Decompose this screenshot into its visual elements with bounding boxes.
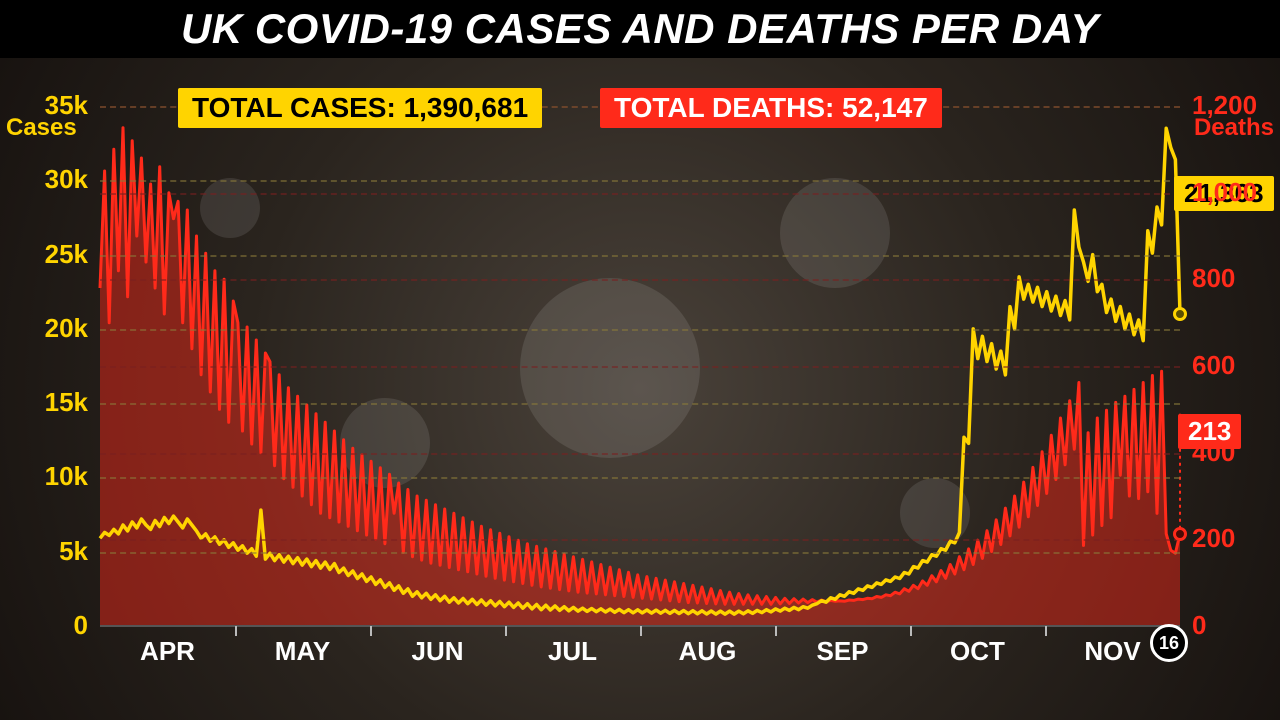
right-axis-tick-label: 1,200 — [1192, 90, 1257, 121]
x-axis-label: APR — [123, 636, 213, 667]
left-axis-tick-label: 30k — [0, 164, 88, 195]
x-axis-label: JUL — [528, 636, 618, 667]
x-axis-label: SEP — [798, 636, 888, 667]
left-axis-tick-label: 15k — [0, 387, 88, 418]
deaths-end-marker — [1173, 527, 1187, 541]
plot-box — [100, 106, 1180, 626]
left-axis-tick-label: 5k — [0, 536, 88, 567]
cases-end-marker — [1173, 307, 1187, 321]
right-axis-tick-label: 1,000 — [1192, 177, 1257, 208]
left-axis-tick-label: 10k — [0, 461, 88, 492]
right-axis-tick-label: 800 — [1192, 263, 1235, 294]
chart-frame: UK COVID-19 CASES AND DEATHS PER DAY Cas… — [0, 0, 1280, 720]
left-axis-tick-label: 25k — [0, 239, 88, 270]
x-axis-label: NOV — [1068, 636, 1158, 667]
right-axis-tick-label: 400 — [1192, 437, 1235, 468]
header-bar: UK COVID-19 CASES AND DEATHS PER DAY — [0, 0, 1280, 58]
right-axis-tick-label: 600 — [1192, 350, 1235, 381]
left-axis-tick-label: 20k — [0, 313, 88, 344]
x-axis-label: JUN — [393, 636, 483, 667]
right-axis-tick-label: 200 — [1192, 523, 1235, 554]
total-deaths-badge: TOTAL DEATHS: 52,147 — [600, 88, 942, 128]
x-axis-label: AUG — [663, 636, 753, 667]
left-axis-tick-label: 35k — [0, 90, 88, 121]
x-axis-label: MAY — [258, 636, 348, 667]
x-axis-label: OCT — [933, 636, 1023, 667]
right-axis-tick-label: 0 — [1192, 610, 1206, 641]
total-cases-badge: TOTAL CASES: 1,390,681 — [178, 88, 542, 128]
chart-title: UK COVID-19 CASES AND DEATHS PER DAY — [181, 5, 1099, 53]
plot-area-wrap: Cases Deaths TOTAL CASES: 1,390,681 TOTA… — [0, 58, 1280, 720]
left-axis-tick-label: 0 — [0, 610, 88, 641]
